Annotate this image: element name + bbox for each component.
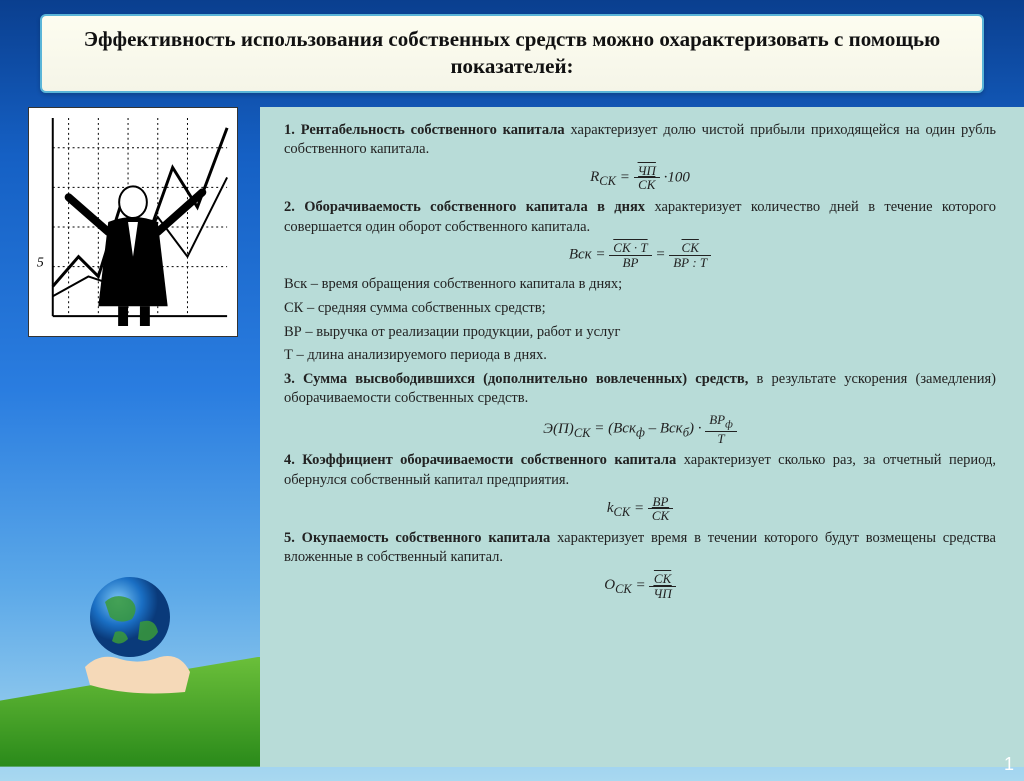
slide-title: Эффективность использования собственных …: [62, 26, 962, 81]
content-panel: 1. Рентабельность собственного капитала …: [260, 107, 1024, 767]
earth-in-hand-illustration: [70, 567, 200, 697]
slide-header: Эффективность использования собственных …: [40, 14, 984, 93]
legend-4: Т – длина анализируемого периода в днях.: [284, 346, 996, 366]
formula-1: RCK = ЧПСК ·100: [284, 164, 996, 192]
formula-2: Вск = СК · ТВР = СКВР : Т: [284, 241, 996, 269]
formula-4: kCK = ВРСК: [284, 495, 996, 523]
main-row: 5: [0, 107, 1024, 767]
businessman-chart-illustration: 5: [28, 107, 238, 337]
item-3: 3. Сумма высвободившихся (дополнительно …: [284, 370, 996, 409]
formula-5: ОCK = СКЧП: [284, 572, 996, 600]
formula-3: Э(П)CK = (Вскф – Вскб) · ВРфТ: [284, 413, 996, 446]
item-4: 4. Коэффициент оборачиваемости собственн…: [284, 451, 996, 490]
item-5: 5. Окупаемость собственного капитала хар…: [284, 529, 996, 568]
legend-2: СК – средняя сумма собственных средств;: [284, 299, 996, 319]
item-2: 2. Оборачиваемость собственного капитала…: [284, 198, 996, 237]
item-1: 1. Рентабельность собственного капитала …: [284, 121, 996, 160]
axis-label: 5: [37, 254, 44, 269]
left-column: 5: [0, 107, 260, 767]
legend-3: ВР – выручка от реализации продукции, ра…: [284, 323, 996, 343]
businessman-icon: [69, 186, 203, 326]
legend-1: Вск – время обращения собственного капит…: [284, 275, 996, 295]
slide-number: 1: [1004, 754, 1014, 775]
